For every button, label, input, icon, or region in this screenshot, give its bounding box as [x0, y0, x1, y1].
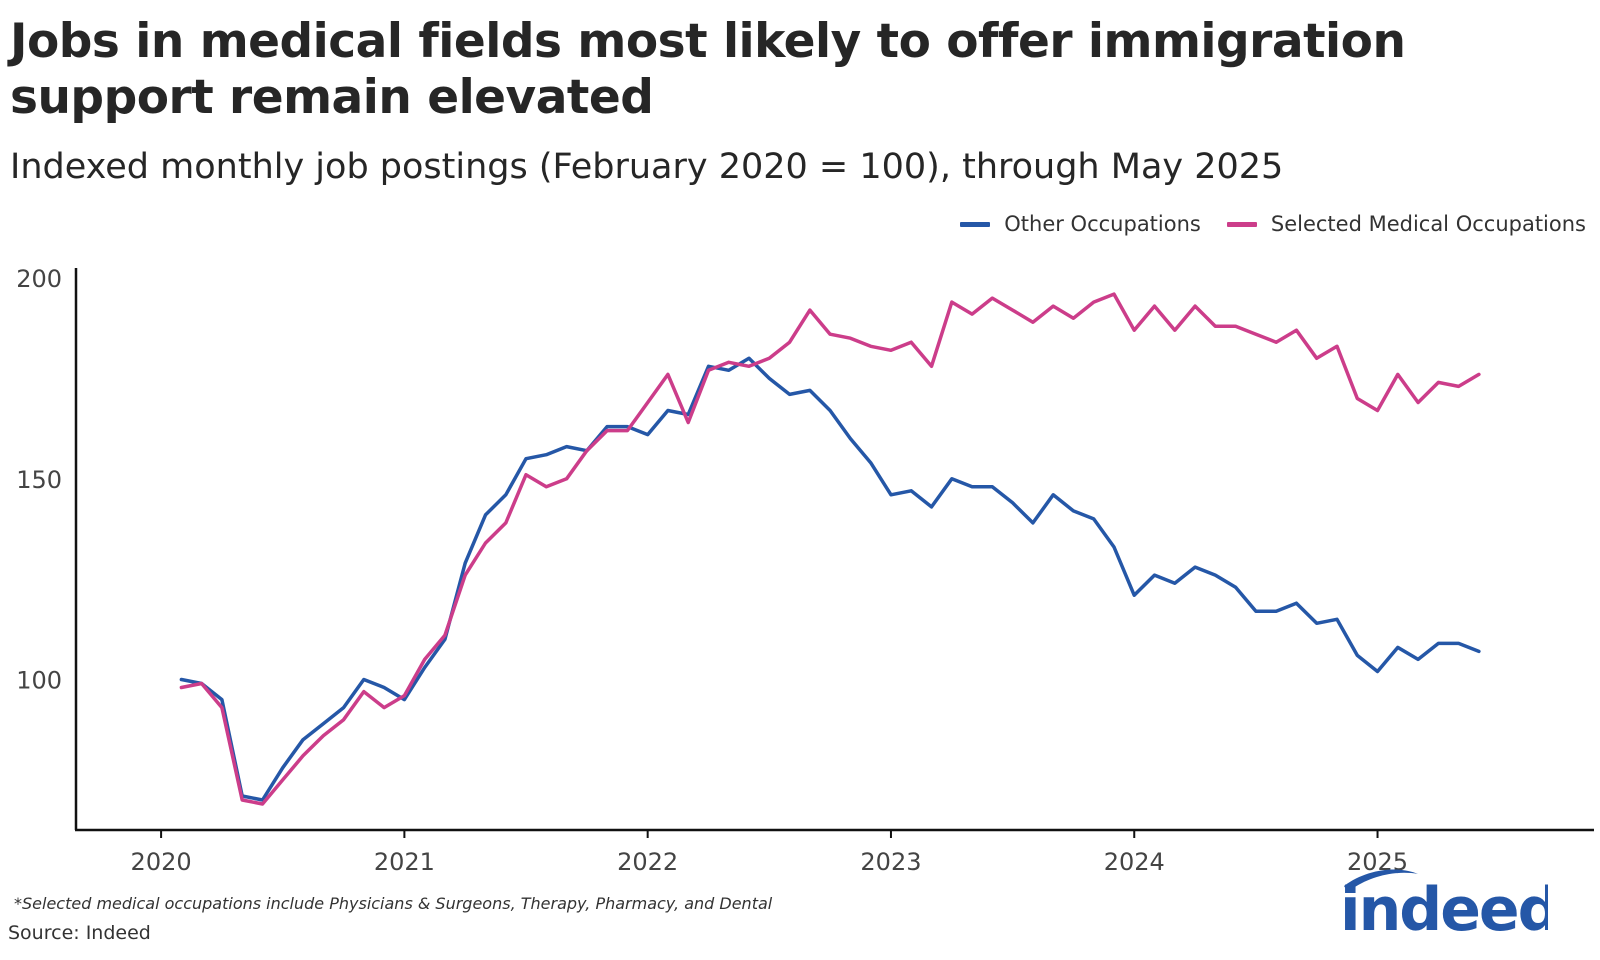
legend-item-other: Other Occupations [960, 212, 1201, 236]
y-tick-label: 200 [16, 265, 62, 293]
chart-title: Jobs in medical fields most likely to of… [10, 14, 1406, 125]
chart-subtitle: Indexed monthly job postings (February 2… [10, 147, 1284, 187]
indeed-logo: indeed [1340, 869, 1548, 942]
series-line-selected-medical-occupations [179, 292, 1481, 806]
footnote: *Selected medical occupations include Ph… [14, 894, 773, 913]
source-note: Source: Indeed [8, 922, 151, 944]
x-tick-label: 2020 [131, 848, 192, 876]
y-tick-label: 150 [16, 466, 62, 494]
series-line-other-occupations [179, 356, 1481, 802]
x-tick-label: 2021 [374, 848, 435, 876]
y-axis-ticks: 100 150 200 [16, 265, 62, 695]
logo-wordmark: indeed [1340, 875, 1548, 942]
x-axis-ticks: 2020 2021 2022 2023 2024 2025 [131, 830, 1408, 876]
logo-swoosh [1344, 869, 1418, 892]
series-lines [179, 292, 1481, 806]
legend-swatch-medical [1226, 221, 1257, 227]
y-tick-label: 100 [16, 667, 62, 695]
x-tick-label: 2022 [617, 848, 678, 876]
legend: Other Occupations Selected Medical Occup… [934, 212, 1586, 236]
legend-swatch-other [960, 221, 991, 227]
legend-item-medical: Selected Medical Occupations [1226, 212, 1586, 236]
legend-label-other: Other Occupations [1004, 212, 1201, 236]
legend-label-medical: Selected Medical Occupations [1270, 212, 1586, 236]
x-tick-label: 2024 [1104, 848, 1165, 876]
x-tick-label: 2023 [860, 848, 921, 876]
